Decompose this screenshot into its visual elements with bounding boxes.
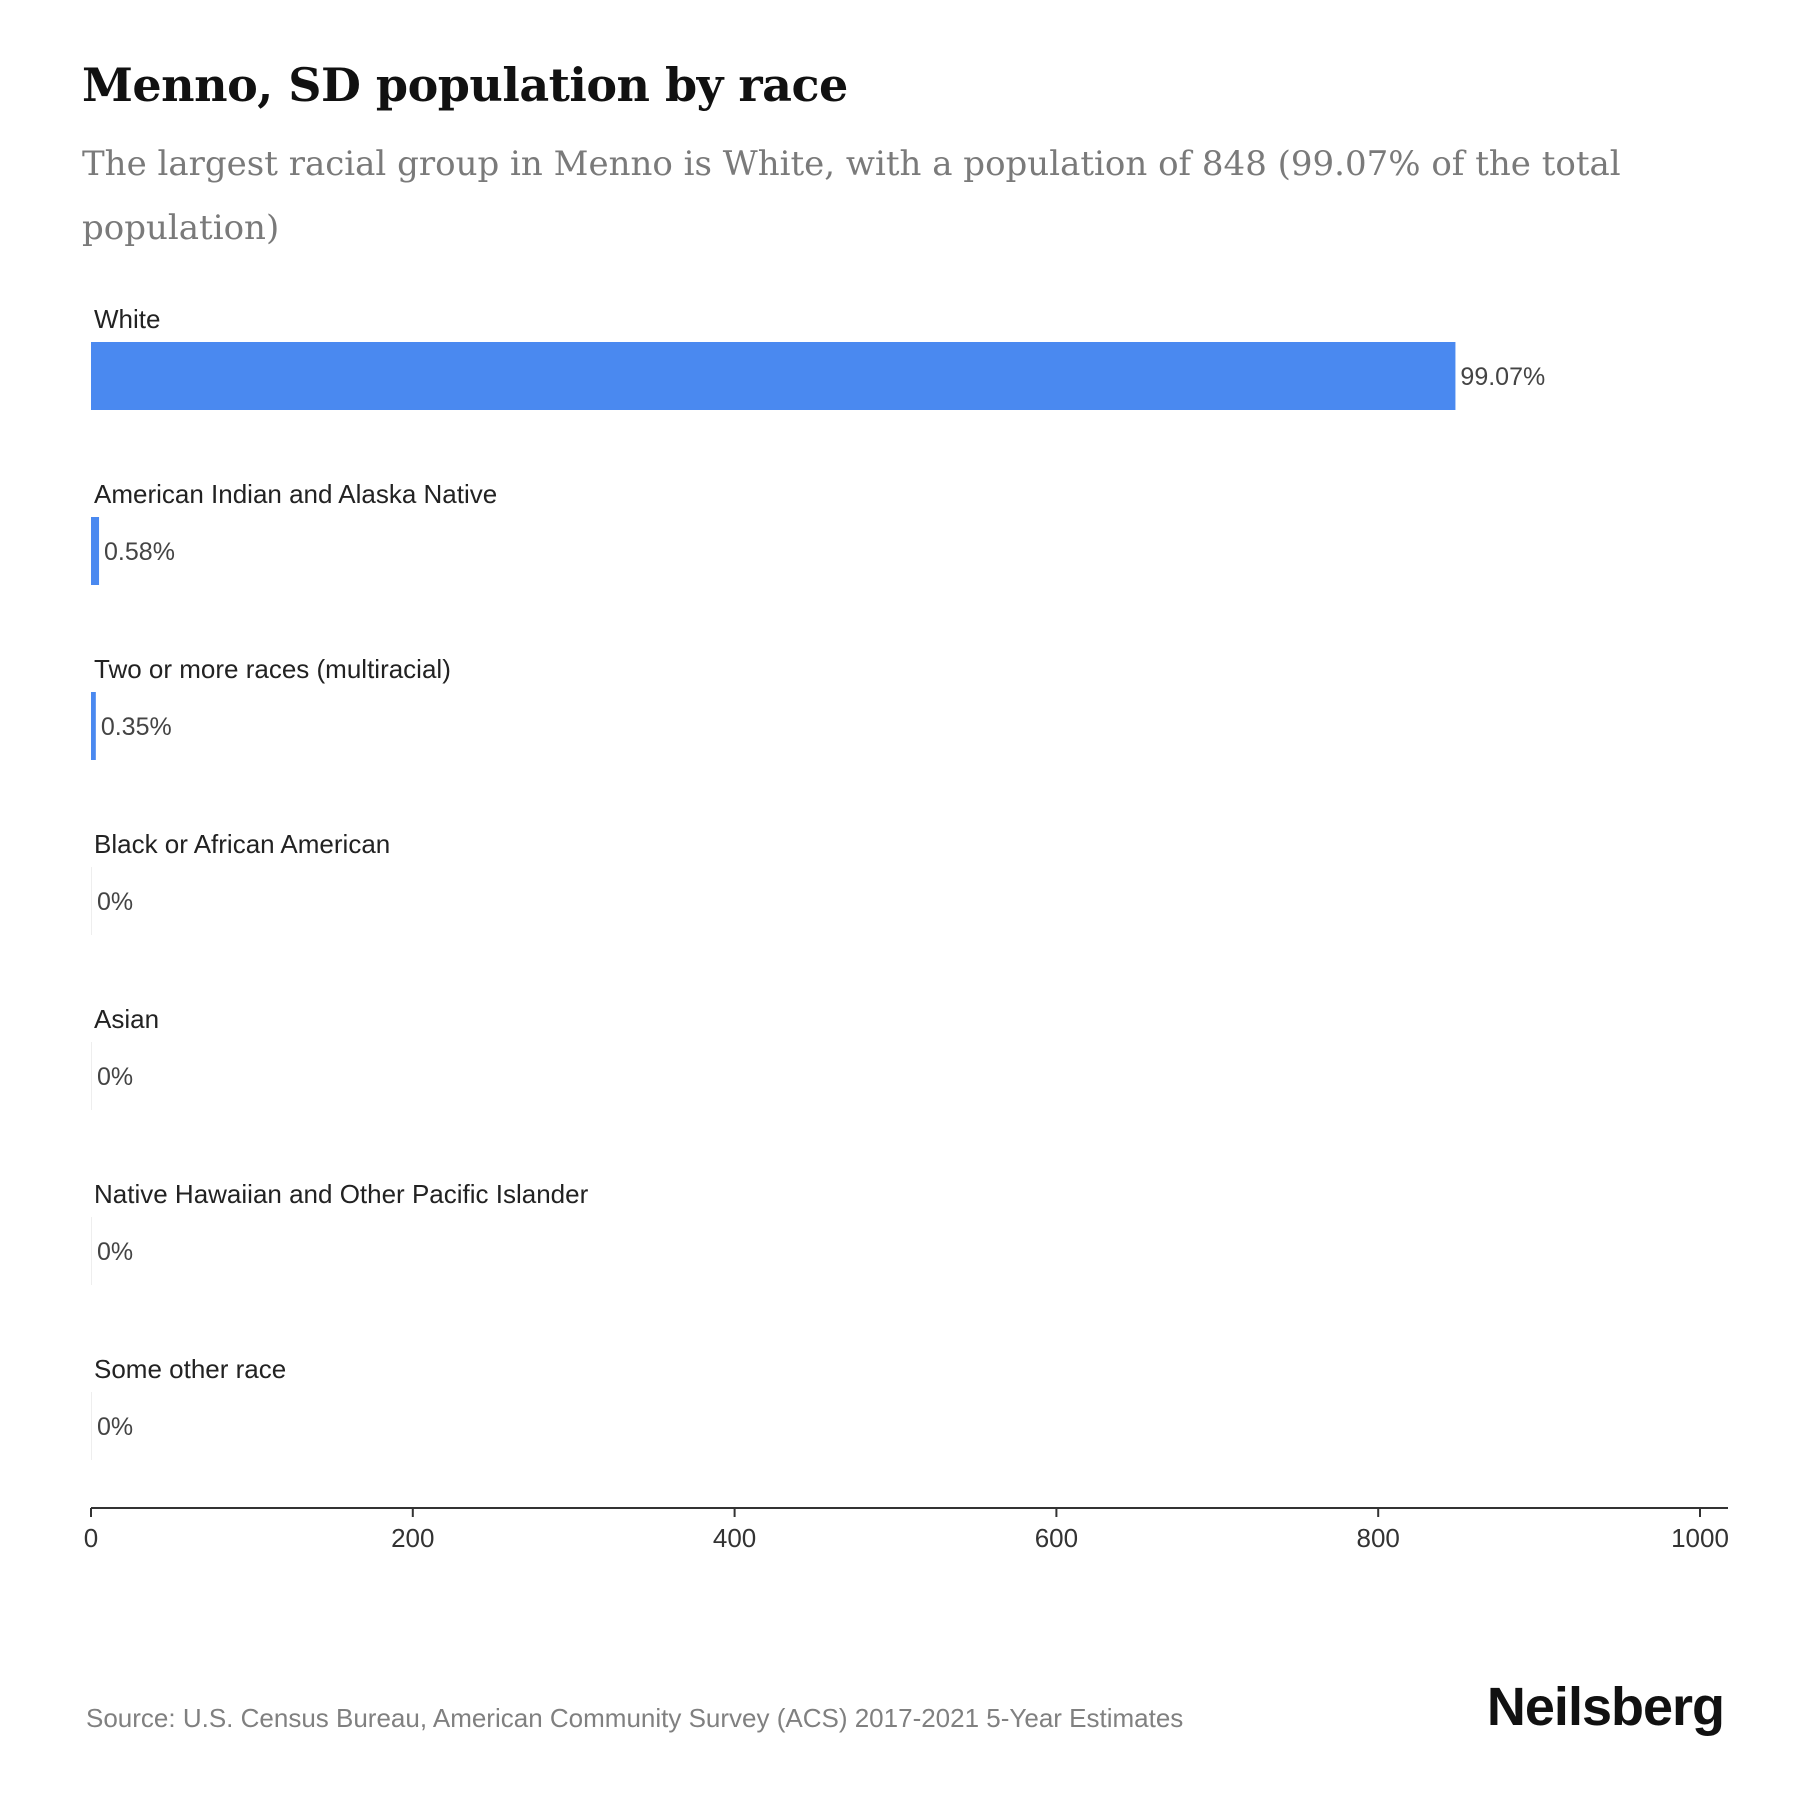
x-tick-label: 1000 bbox=[1671, 1523, 1729, 1553]
source-note: Source: U.S. Census Bureau, American Com… bbox=[86, 1703, 1184, 1733]
data-label: 0.58% bbox=[104, 538, 175, 566]
bar bbox=[91, 517, 100, 585]
x-tick-label: 200 bbox=[391, 1523, 434, 1553]
chart-title: Menno, SD population by race bbox=[82, 58, 848, 112]
x-tick-label: 600 bbox=[1035, 1523, 1078, 1553]
category-label: White bbox=[94, 304, 160, 334]
bar-chart: White 99.07% American Indian and Alaska Na… bbox=[84, 304, 1729, 1553]
data-label: 0% bbox=[97, 1063, 133, 1091]
category-label: American Indian and Alaska Native bbox=[94, 479, 497, 509]
chart-subtitle: The largest racial group in Menno is Whi… bbox=[82, 144, 1621, 248]
category-label: Native Hawaiian and Other Pacific Island… bbox=[94, 1179, 589, 1209]
bar bbox=[91, 867, 92, 935]
data-label: 99.07% bbox=[1460, 363, 1545, 391]
data-label: 0.35% bbox=[101, 713, 172, 741]
bar bbox=[91, 1042, 92, 1110]
x-tick-label: 0 bbox=[84, 1523, 98, 1553]
data-label: 0% bbox=[97, 888, 133, 916]
x-tick-label: 400 bbox=[713, 1523, 756, 1553]
bar bbox=[91, 692, 96, 760]
bar bbox=[91, 1392, 92, 1460]
brand-logo: Neilsberg bbox=[1486, 1677, 1725, 1737]
category-label: Some other race bbox=[94, 1354, 286, 1384]
category-label: Black or African American bbox=[94, 829, 390, 859]
category-label: Asian bbox=[94, 1004, 159, 1034]
category-label: Two or more races (multiracial) bbox=[94, 654, 451, 684]
data-label: 0% bbox=[97, 1413, 133, 1441]
x-tick-label: 800 bbox=[1357, 1523, 1400, 1553]
bar bbox=[91, 1217, 92, 1285]
bar bbox=[91, 342, 1456, 410]
data-label: 0% bbox=[97, 1238, 133, 1266]
